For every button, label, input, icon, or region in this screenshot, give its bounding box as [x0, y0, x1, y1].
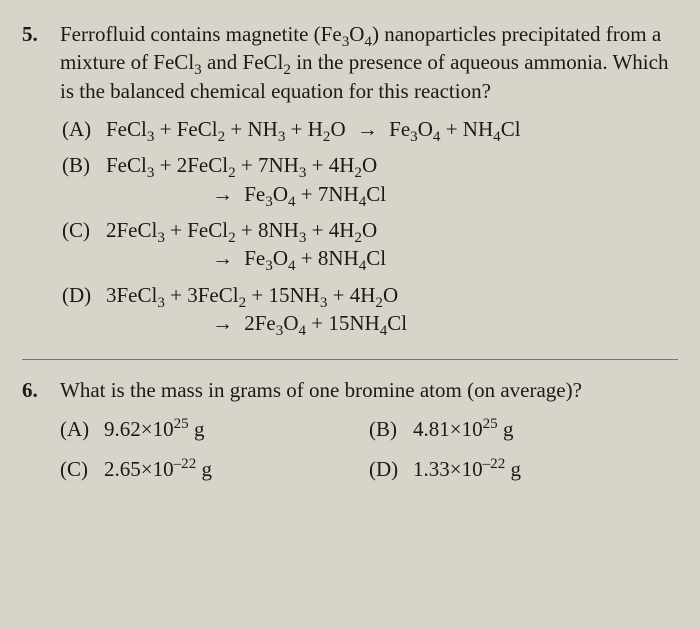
- option-label: (D): [369, 455, 413, 483]
- q6-options: (A) 9.62×1025 g (B) 4.81×1025 g (C) 2.65…: [60, 415, 678, 484]
- t: FeCl: [106, 153, 147, 177]
- t: + 8NH: [296, 246, 359, 270]
- line1: 3FeCl3 + 3FeCl2 + 15NH3 + 4H2O: [106, 281, 678, 309]
- t: O: [273, 182, 288, 206]
- option-label: (B): [62, 151, 106, 208]
- t: + 2FeCl: [154, 153, 228, 177]
- option-label: (A): [60, 415, 104, 443]
- line2: → Fe3O4 + 8NH4Cl: [106, 244, 678, 272]
- unit: g: [498, 417, 514, 441]
- q5-option-b: (B) FeCl3 + 2FeCl2 + 7NH3 + 4H2O → Fe3O4…: [62, 151, 678, 208]
- option-content: FeCl3 + 2FeCl2 + 7NH3 + 4H2O → Fe3O4 + 7…: [106, 151, 678, 208]
- t: Cl: [366, 182, 386, 206]
- option-label: (C): [60, 455, 104, 483]
- t: O: [283, 311, 298, 335]
- question-5: 5. Ferrofluid contains magnetite (Fe3O4)…: [22, 20, 678, 345]
- t: 2Fe: [244, 311, 276, 335]
- t: + 4H: [306, 153, 354, 177]
- arrow-icon: →: [206, 246, 239, 270]
- option-content: 3FeCl3 + 3FeCl2 + 15NH3 + 4H2O → 2Fe3O4 …: [106, 281, 678, 338]
- question-5-number: 5.: [22, 20, 60, 345]
- t: + NH: [440, 117, 493, 141]
- t: + NH: [225, 117, 278, 141]
- sub: 3: [194, 63, 202, 79]
- t: + 15NH: [306, 311, 380, 335]
- unit: g: [189, 417, 205, 441]
- q5-option-c: (C) 2FeCl3 + FeCl2 + 8NH3 + 4H2O → Fe3O4…: [62, 216, 678, 273]
- t: O: [362, 218, 377, 242]
- option-label: (B): [369, 415, 413, 443]
- t: + H: [285, 117, 323, 141]
- unit: g: [505, 457, 521, 481]
- line1: FeCl3 + 2FeCl2 + 7NH3 + 4H2O: [106, 151, 678, 179]
- t: O: [362, 153, 377, 177]
- q5-option-d: (D) 3FeCl3 + 3FeCl2 + 15NH3 + 4H2O → 2Fe…: [62, 281, 678, 338]
- q6-option-a: (A) 9.62×1025 g: [60, 415, 369, 443]
- mantissa: 2.65×10: [104, 457, 174, 481]
- t: Cl: [501, 117, 521, 141]
- t: 2FeCl: [106, 218, 157, 242]
- t: Fe: [244, 182, 265, 206]
- option-label: (D): [62, 281, 106, 338]
- exp: 25: [483, 416, 498, 432]
- arrow-icon: →: [206, 311, 239, 335]
- t: Fe: [389, 117, 410, 141]
- question-6: 6. What is the mass in grams of one brom…: [22, 376, 678, 483]
- line2: → 2Fe3O4 + 15NH4Cl: [106, 309, 678, 337]
- option-value: 4.81×1025 g: [413, 415, 513, 443]
- option-label: (A): [62, 115, 106, 143]
- unit: g: [196, 457, 212, 481]
- t: + FeCl: [165, 218, 228, 242]
- question-5-stem: Ferrofluid contains magnetite (Fe3O4) na…: [60, 20, 678, 105]
- t: + 8NH: [236, 218, 299, 242]
- text: Ferrofluid contains magnetite (Fe: [60, 22, 342, 46]
- line1: 2FeCl3 + FeCl2 + 8NH3 + 4H2O: [106, 216, 678, 244]
- question-6-stem: What is the mass in grams of one bromine…: [60, 376, 678, 404]
- t: Cl: [387, 311, 407, 335]
- mantissa: 1.33×10: [413, 457, 483, 481]
- text: and FeCl: [202, 50, 284, 74]
- q6-option-d: (D) 1.33×10–22 g: [369, 455, 678, 483]
- q5-option-a: (A) FeCl3 + FeCl2 + NH3 + H2O → Fe3O4 + …: [62, 115, 678, 143]
- t: + 3FeCl: [165, 283, 239, 307]
- t: FeCl: [106, 117, 147, 141]
- t: + 15NH: [246, 283, 320, 307]
- t: 3FeCl: [106, 283, 157, 307]
- t: + 7NH: [296, 182, 359, 206]
- mantissa: 4.81×10: [413, 417, 483, 441]
- arrow-icon: →: [206, 182, 239, 206]
- t: Cl: [366, 246, 386, 270]
- t: O: [383, 283, 398, 307]
- mantissa: 9.62×10: [104, 417, 174, 441]
- question-5-body: Ferrofluid contains magnetite (Fe3O4) na…: [60, 20, 678, 345]
- sub: 4: [364, 34, 372, 50]
- option-content: 2FeCl3 + FeCl2 + 8NH3 + 4H2O → Fe3O4 + 8…: [106, 216, 678, 273]
- exp: –22: [174, 456, 197, 472]
- question-6-body: What is the mass in grams of one bromine…: [60, 376, 678, 483]
- exp: –22: [483, 456, 506, 472]
- t: O: [273, 246, 288, 270]
- option-value: 1.33×10–22 g: [413, 455, 521, 483]
- t: Fe: [244, 246, 265, 270]
- t: + 4H: [306, 218, 354, 242]
- t: + FeCl: [154, 117, 217, 141]
- exp: 25: [174, 416, 189, 432]
- t: + 7NH: [236, 153, 299, 177]
- option-content: FeCl3 + FeCl2 + NH3 + H2O → Fe3O4 + NH4C…: [106, 115, 678, 143]
- arrow-icon: →: [351, 117, 384, 141]
- option-value: 9.62×1025 g: [104, 415, 204, 443]
- sub: 2: [283, 63, 291, 79]
- option-value: 2.65×10–22 g: [104, 455, 212, 483]
- line2: → Fe3O4 + 7NH4Cl: [106, 180, 678, 208]
- text: O: [349, 22, 364, 46]
- t: O: [418, 117, 433, 141]
- option-label: (C): [62, 216, 106, 273]
- t: O: [330, 117, 345, 141]
- t: + 4H: [327, 283, 375, 307]
- question-divider: [22, 359, 678, 360]
- question-6-number: 6.: [22, 376, 60, 483]
- q6-option-b: (B) 4.81×1025 g: [369, 415, 678, 443]
- q6-option-c: (C) 2.65×10–22 g: [60, 455, 369, 483]
